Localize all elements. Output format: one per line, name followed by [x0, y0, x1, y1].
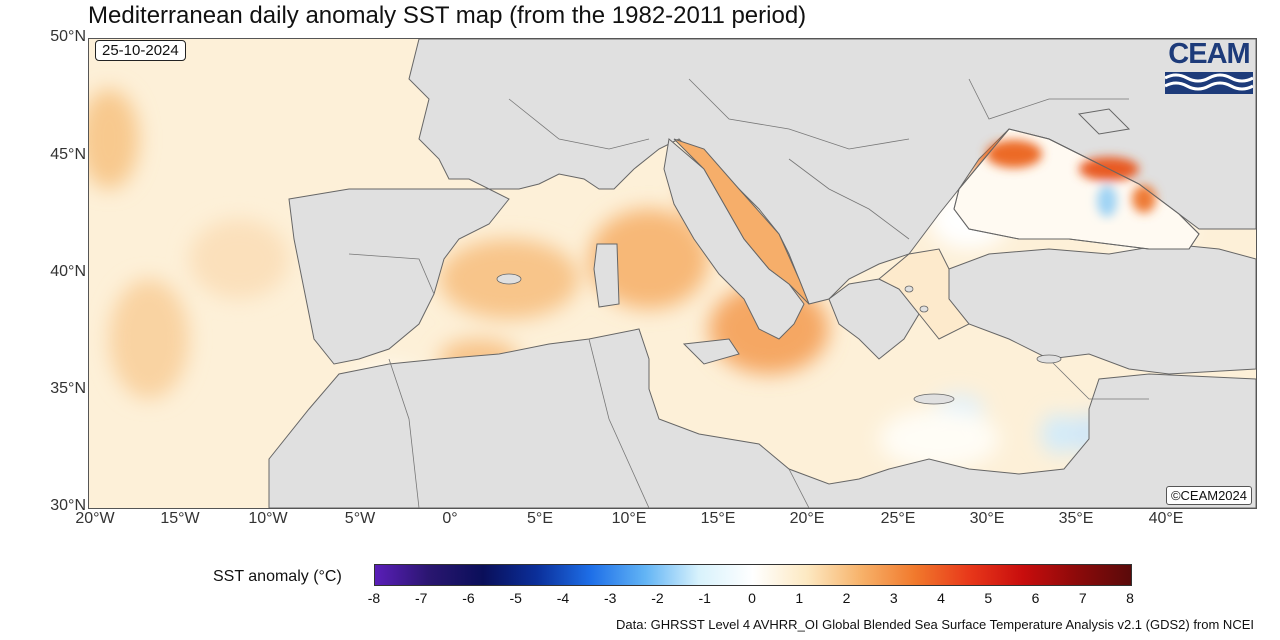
- lat-label-50n: 50°N: [50, 28, 86, 45]
- colorbar: [374, 564, 1132, 586]
- land-africa: [268, 328, 1256, 508]
- aegean-sea: [878, 248, 970, 340]
- islands: [496, 273, 1062, 405]
- lon-label-20w: 20°W: [75, 510, 115, 527]
- lon-label-10w: 10°W: [248, 510, 288, 527]
- colorbar-tick: 2: [842, 590, 851, 606]
- lat-label-45n: 45°N: [50, 146, 86, 163]
- colorbar-tick: 1: [795, 590, 804, 606]
- adriatic-sea: [673, 138, 810, 305]
- lon-label-15w: 15°W: [160, 510, 200, 527]
- lon-label-40e: 40°E: [1148, 510, 1184, 527]
- lat-label-30n: 30°N: [50, 497, 86, 514]
- land-sicily: [682, 338, 740, 365]
- lon-label-0: 0°: [442, 510, 458, 527]
- wave-icon: [1165, 72, 1253, 94]
- lon-label-10e: 10°E: [611, 510, 647, 527]
- sst-map-canvas: [89, 39, 1256, 508]
- colorbar-tick: -3: [604, 590, 617, 606]
- colorbar-tick: -4: [556, 590, 570, 606]
- colorbar-label: SST anomaly (°C): [213, 568, 342, 585]
- colorbar-tick: 5: [984, 590, 993, 606]
- lon-label-30e: 30°E: [969, 510, 1005, 527]
- land-crimea: [1077, 108, 1131, 135]
- colorbar-tick: -1: [698, 590, 711, 606]
- date-label: 25-10-2024: [95, 40, 186, 61]
- colorbar-tick: 8: [1126, 590, 1134, 606]
- colorbar-tick: -7: [415, 590, 428, 606]
- colorbar-tick: 4: [937, 590, 945, 606]
- lon-label-5w: 5°W: [344, 510, 376, 527]
- lon-label-35e: 35°E: [1058, 510, 1094, 527]
- lon-label-5e: 5°E: [527, 510, 553, 527]
- colorbar-tick: -8: [367, 590, 381, 606]
- map-title: Mediterranean daily anomaly SST map (fro…: [88, 2, 807, 29]
- lon-label-20e: 20°E: [789, 510, 825, 527]
- copyright-label: ©CEAM2024: [1165, 486, 1252, 505]
- sst-map[interactable]: [88, 38, 1257, 509]
- land-turkey: [948, 243, 1256, 375]
- colorbar-tick: 6: [1031, 590, 1040, 606]
- land-greece: [828, 278, 920, 360]
- ceam-logo: CEAM: [1165, 38, 1253, 94]
- colorbar-tick: -5: [509, 590, 522, 606]
- colorbar-tick: 3: [889, 590, 898, 606]
- colorbar-tick: -6: [462, 590, 475, 606]
- colorbar-tick: -2: [651, 590, 664, 606]
- ceam-logo-text: CEAM: [1168, 38, 1250, 70]
- black-sea-anomaly: [986, 140, 1156, 217]
- land-areas: [268, 39, 1256, 508]
- colorbar-tick: 7: [1078, 590, 1087, 606]
- land-sardinia: [593, 243, 620, 308]
- country-borders: [348, 78, 1149, 508]
- lat-label-40n: 40°N: [50, 263, 86, 280]
- colorbar-tick: 0: [748, 590, 756, 606]
- lon-label-15e: 15°E: [700, 510, 736, 527]
- data-source-note: Data: GHRSST Level 4 AVHRR_OI Global Ble…: [615, 617, 1254, 632]
- lon-label-25e: 25°E: [880, 510, 916, 527]
- lat-label-35n: 35°N: [50, 380, 86, 397]
